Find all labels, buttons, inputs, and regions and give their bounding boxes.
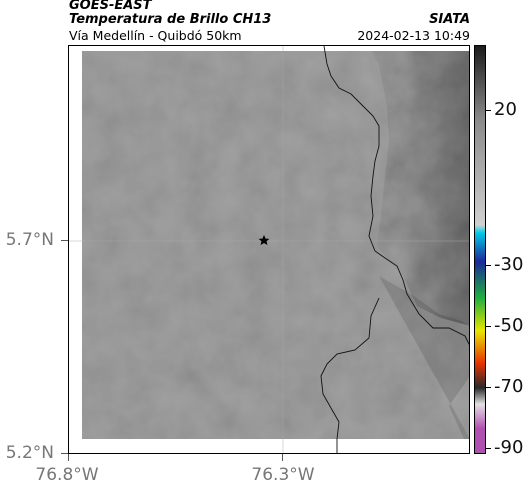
satellite-map <box>68 45 470 454</box>
colorbar <box>474 45 486 454</box>
organization-label: SIATA <box>429 12 470 27</box>
location-marker <box>258 235 270 245</box>
colorbar-label: -90 <box>494 437 524 458</box>
x-tick-mark <box>68 454 69 461</box>
map-image <box>69 46 469 453</box>
y-tick-label: 5.7°N <box>5 230 54 250</box>
x-tick-label: 76.3°W <box>251 465 315 485</box>
colorbar-tick <box>486 265 491 266</box>
y-tick-label: 5.2°N <box>5 443 54 463</box>
satellite-name: GOES-EAST <box>69 0 152 13</box>
colorbar-tick <box>486 110 491 111</box>
colorbar-label: -50 <box>494 315 524 336</box>
colorbar-label: 20 <box>494 99 517 120</box>
colorbar-label: -30 <box>494 254 524 275</box>
map-subtitle: Vía Medellín - Quibdó 50km <box>69 28 242 43</box>
x-tick-label: 76.8°W <box>35 465 99 485</box>
y-tick-mark <box>61 453 68 454</box>
colorbar-tick <box>486 326 491 327</box>
datetime-label: 2024-02-13 10:49 <box>357 28 470 43</box>
x-tick-mark <box>282 454 283 461</box>
colorbar-tick <box>486 387 491 388</box>
colorbar-tick <box>486 448 491 449</box>
y-tick-mark <box>61 240 68 241</box>
map-title: Temperatura de Brillo CH13 <box>69 12 272 27</box>
colorbar-label: -70 <box>494 376 524 397</box>
